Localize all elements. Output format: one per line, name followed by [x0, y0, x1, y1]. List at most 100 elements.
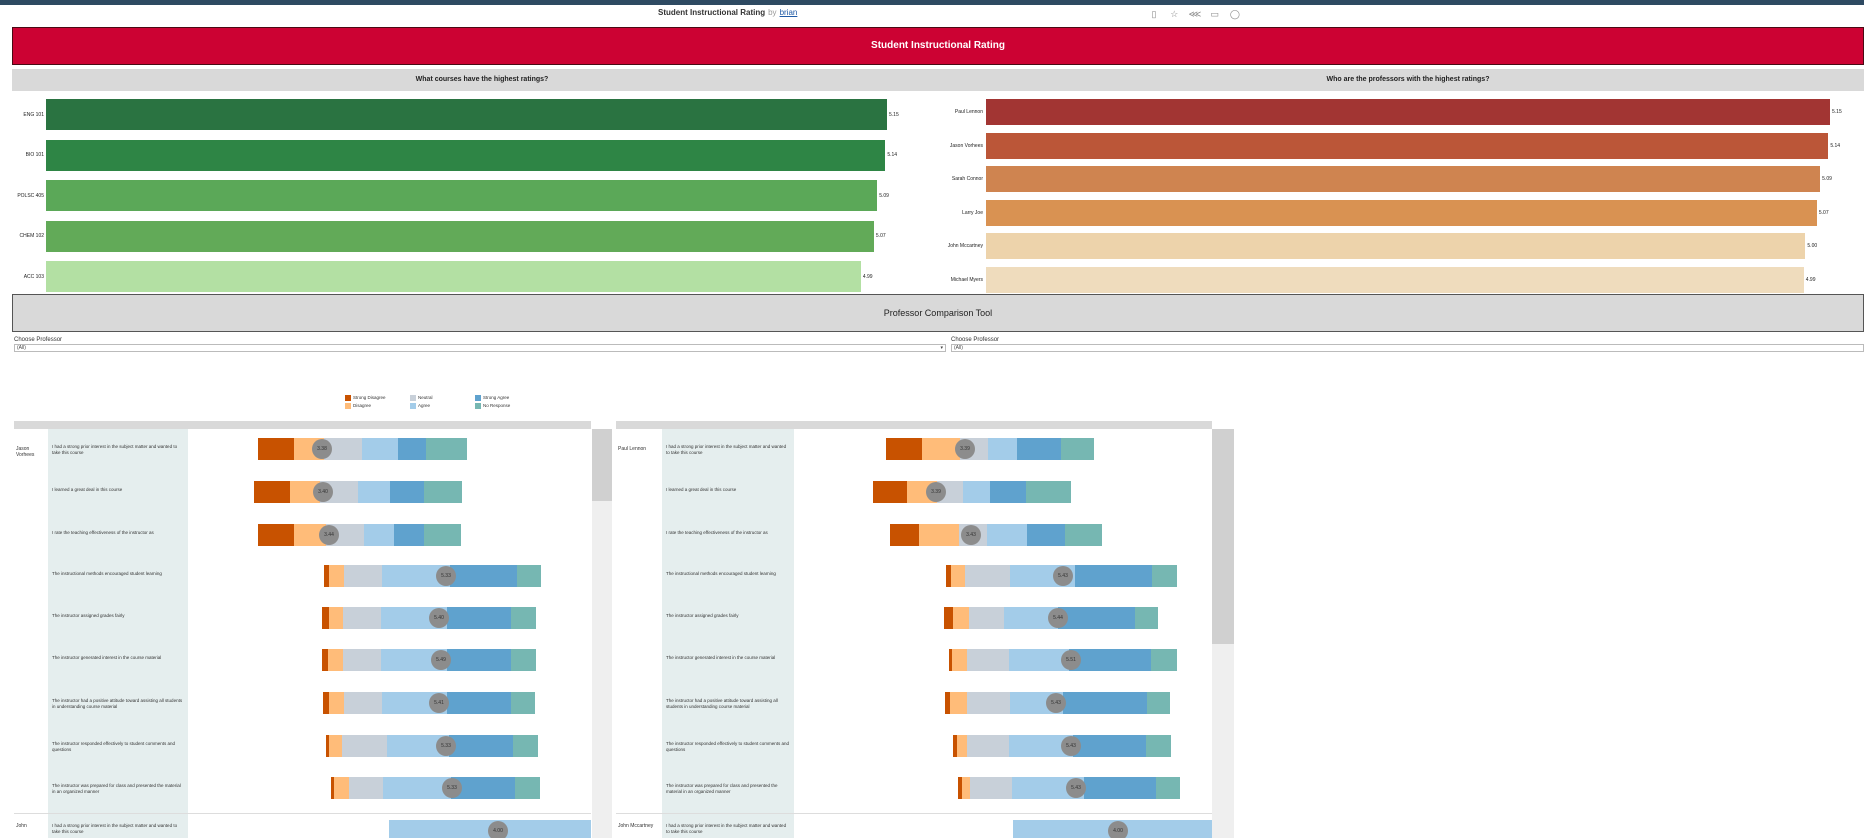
- response-segment-no-response[interactable]: [1061, 438, 1094, 460]
- response-segment-agree[interactable]: [358, 481, 390, 503]
- response-segment-no-response[interactable]: [513, 735, 538, 757]
- response-segment-strong-agree[interactable]: [1027, 524, 1065, 546]
- left-panel-scrollbar[interactable]: [592, 429, 612, 838]
- response-segment-neutral[interactable]: [343, 607, 381, 629]
- response-segment-strong-disagree[interactable]: [258, 438, 294, 460]
- response-segment-no-response[interactable]: [424, 524, 461, 546]
- response-segment-strong-disagree[interactable]: [945, 692, 950, 714]
- response-segment-disagree[interactable]: [329, 735, 342, 757]
- response-segment-strong-disagree[interactable]: [949, 649, 952, 671]
- response-segment-strong-agree[interactable]: [447, 692, 511, 714]
- response-segment-strong-disagree[interactable]: [322, 649, 328, 671]
- response-segment-strong-disagree[interactable]: [953, 735, 957, 757]
- response-segment-no-response[interactable]: [1151, 649, 1177, 671]
- bar[interactable]: [46, 180, 878, 211]
- response-segment-disagree[interactable]: [951, 565, 965, 587]
- response-segment-no-response[interactable]: [1152, 565, 1177, 587]
- response-segment-agree[interactable]: [383, 777, 451, 799]
- response-segment-no-response[interactable]: [511, 649, 536, 671]
- response-segment-no-response[interactable]: [1146, 735, 1171, 757]
- response-segment-strong-agree[interactable]: [1084, 777, 1156, 799]
- left-professor-dropdown[interactable]: (All) ▾: [14, 344, 946, 352]
- response-segment-no-response[interactable]: [1147, 692, 1170, 714]
- download-icon[interactable]: ▭: [1210, 9, 1219, 19]
- response-segment-strong-agree[interactable]: [447, 607, 511, 629]
- response-segment-strong-disagree[interactable]: [258, 524, 294, 546]
- bar[interactable]: [46, 99, 887, 130]
- response-segment-neutral[interactable]: [344, 565, 382, 587]
- response-segment-no-response[interactable]: [1026, 481, 1071, 503]
- response-segment-strong-agree[interactable]: [449, 735, 513, 757]
- bar[interactable]: [986, 132, 1829, 159]
- bar[interactable]: [46, 261, 861, 292]
- star-icon[interactable]: ☆: [1170, 9, 1179, 19]
- right-professor-dropdown[interactable]: (All): [951, 344, 1864, 352]
- response-segment-strong-disagree[interactable]: [331, 777, 334, 799]
- response-segment-strong-agree[interactable]: [450, 565, 517, 587]
- response-segment-agree[interactable]: [1012, 777, 1084, 799]
- response-segment-agree[interactable]: [381, 649, 447, 671]
- response-segment-agree[interactable]: [1004, 607, 1058, 629]
- response-segment-disagree[interactable]: [328, 649, 343, 671]
- response-segment-strong-disagree[interactable]: [946, 565, 951, 587]
- response-segment-agree[interactable]: [988, 438, 1017, 460]
- account-icon[interactable]: ◯: [1229, 9, 1240, 19]
- response-segment-strong-disagree[interactable]: [944, 607, 953, 629]
- response-segment-strong-disagree[interactable]: [326, 735, 329, 757]
- response-segment-no-response[interactable]: [1156, 777, 1180, 799]
- response-segment-neutral[interactable]: [969, 607, 1004, 629]
- response-segment-strong-agree[interactable]: [447, 649, 511, 671]
- response-segment-disagree[interactable]: [922, 438, 960, 460]
- response-segment-neutral[interactable]: [343, 649, 381, 671]
- response-segment-strong-disagree[interactable]: [873, 481, 907, 503]
- response-segment-strong-disagree[interactable]: [324, 565, 329, 587]
- response-segment-neutral[interactable]: [967, 649, 1009, 671]
- response-segment-disagree[interactable]: [329, 565, 344, 587]
- response-segment-strong-agree[interactable]: [394, 524, 424, 546]
- response-segment-agree[interactable]: [387, 735, 449, 757]
- response-segment-neutral[interactable]: [965, 565, 1010, 587]
- response-segment-agree[interactable]: [362, 438, 398, 460]
- response-segment-disagree[interactable]: [294, 524, 326, 546]
- response-segment-strong-disagree[interactable]: [323, 692, 329, 714]
- response-segment-no-response[interactable]: [1135, 607, 1158, 629]
- response-segment-agree[interactable]: [382, 565, 450, 587]
- copy-icon[interactable]: ▯: [1151, 9, 1157, 19]
- bar[interactable]: [986, 233, 1806, 259]
- response-segment-no-response[interactable]: [515, 777, 540, 799]
- response-segment-agree[interactable]: [963, 481, 990, 503]
- response-segment-no-response[interactable]: [1065, 524, 1102, 546]
- response-segment-no-response[interactable]: [511, 692, 535, 714]
- bar[interactable]: [986, 166, 1821, 192]
- right-panel-scrollbar[interactable]: [1212, 429, 1234, 838]
- response-segment-disagree[interactable]: [950, 692, 967, 714]
- response-segment-strong-agree[interactable]: [990, 481, 1026, 503]
- response-segment-strong-disagree[interactable]: [890, 524, 919, 546]
- response-segment-strong-agree[interactable]: [1063, 692, 1147, 714]
- response-segment-strong-agree[interactable]: [1073, 735, 1146, 757]
- response-segment-strong-disagree[interactable]: [254, 481, 290, 503]
- author-link[interactable]: brian: [779, 8, 798, 17]
- response-segment-no-response[interactable]: [517, 565, 541, 587]
- response-segment-disagree[interactable]: [329, 607, 343, 629]
- response-segment-disagree[interactable]: [952, 649, 967, 671]
- bar[interactable]: [986, 266, 1804, 293]
- response-segment-strong-disagree[interactable]: [958, 777, 962, 799]
- response-segment-neutral[interactable]: [967, 735, 1009, 757]
- share-icon[interactable]: ⋘: [1188, 9, 1202, 19]
- bar[interactable]: [986, 99, 1830, 125]
- response-segment-no-response[interactable]: [511, 607, 536, 629]
- response-segment-strong-agree[interactable]: [1075, 565, 1152, 587]
- response-segment-agree[interactable]: [1009, 735, 1073, 757]
- response-segment-disagree[interactable]: [919, 524, 959, 546]
- response-segment-neutral[interactable]: [344, 692, 382, 714]
- response-segment-agree[interactable]: [364, 524, 394, 546]
- response-segment-neutral[interactable]: [342, 735, 387, 757]
- right-panel-scroll-thumb[interactable]: [1212, 429, 1234, 644]
- response-segment-strong-agree[interactable]: [1058, 607, 1135, 629]
- response-segment-disagree[interactable]: [962, 777, 970, 799]
- response-segment-strong-agree[interactable]: [390, 481, 424, 503]
- response-segment-strong-agree[interactable]: [451, 777, 515, 799]
- bar[interactable]: [46, 220, 874, 252]
- bar[interactable]: [986, 199, 1817, 226]
